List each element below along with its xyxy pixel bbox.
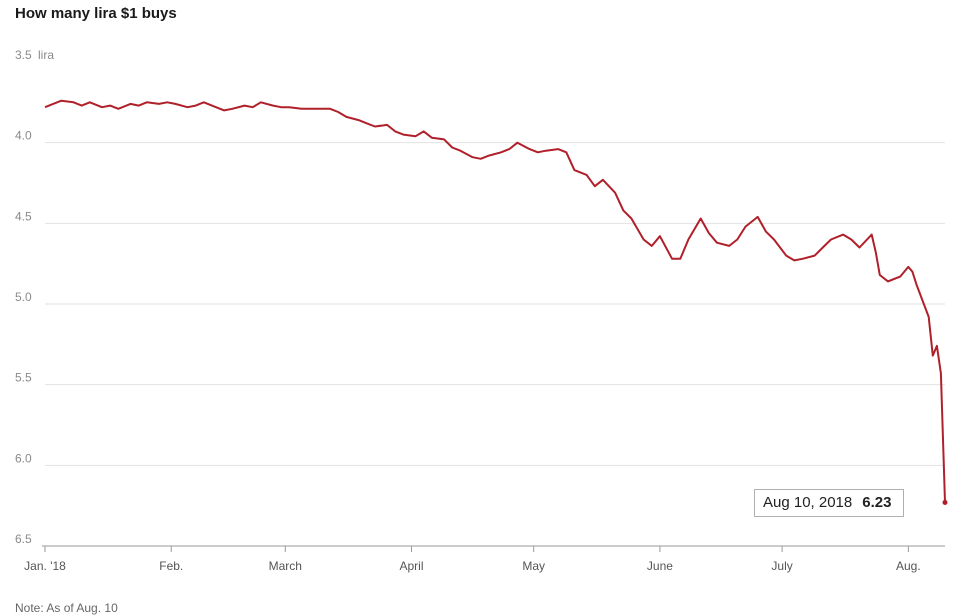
x-tick-label: May — [522, 559, 545, 573]
y-tick-label: 4.5 — [15, 209, 32, 223]
y-tick-label: 6.5 — [15, 532, 32, 546]
y-tick-label: 4.0 — [15, 129, 32, 143]
x-tick-label: March — [269, 559, 302, 573]
y-tick-label: 3.5 — [15, 48, 32, 62]
series-layer — [44, 99, 948, 505]
x-tick-label: June — [647, 559, 673, 573]
axis-layer: 3.5 4.0 4.5 5.0 5.5 6.0 6.5 lira Jan. '18 Feb. Mar… — [15, 48, 945, 573]
x-tick-label: July — [771, 559, 792, 573]
y-tick-label: 6.0 — [15, 451, 32, 465]
y-unit-label: lira — [38, 48, 54, 62]
chart-title: How many lira $1 buys — [15, 5, 177, 22]
x-tick-label: Aug. — [896, 559, 921, 573]
last-data-point — [942, 499, 948, 505]
callout-date: Aug 10, 2018 — [763, 494, 853, 511]
x-tick-label: Jan. '18 — [24, 559, 66, 573]
value-callout: Aug 10, 2018 6.23 — [754, 489, 905, 517]
x-tick-label: April — [400, 559, 424, 573]
grid-layer — [45, 142, 945, 466]
y-tick-label: 5.0 — [15, 290, 32, 304]
chart-note: Note: As of Aug. 10 — [15, 601, 118, 615]
x-tick-label: Feb. — [159, 559, 183, 573]
y-tick-label: 5.5 — [15, 371, 32, 385]
series-line — [44, 99, 946, 503]
callout-value: 6.23 — [862, 494, 892, 511]
